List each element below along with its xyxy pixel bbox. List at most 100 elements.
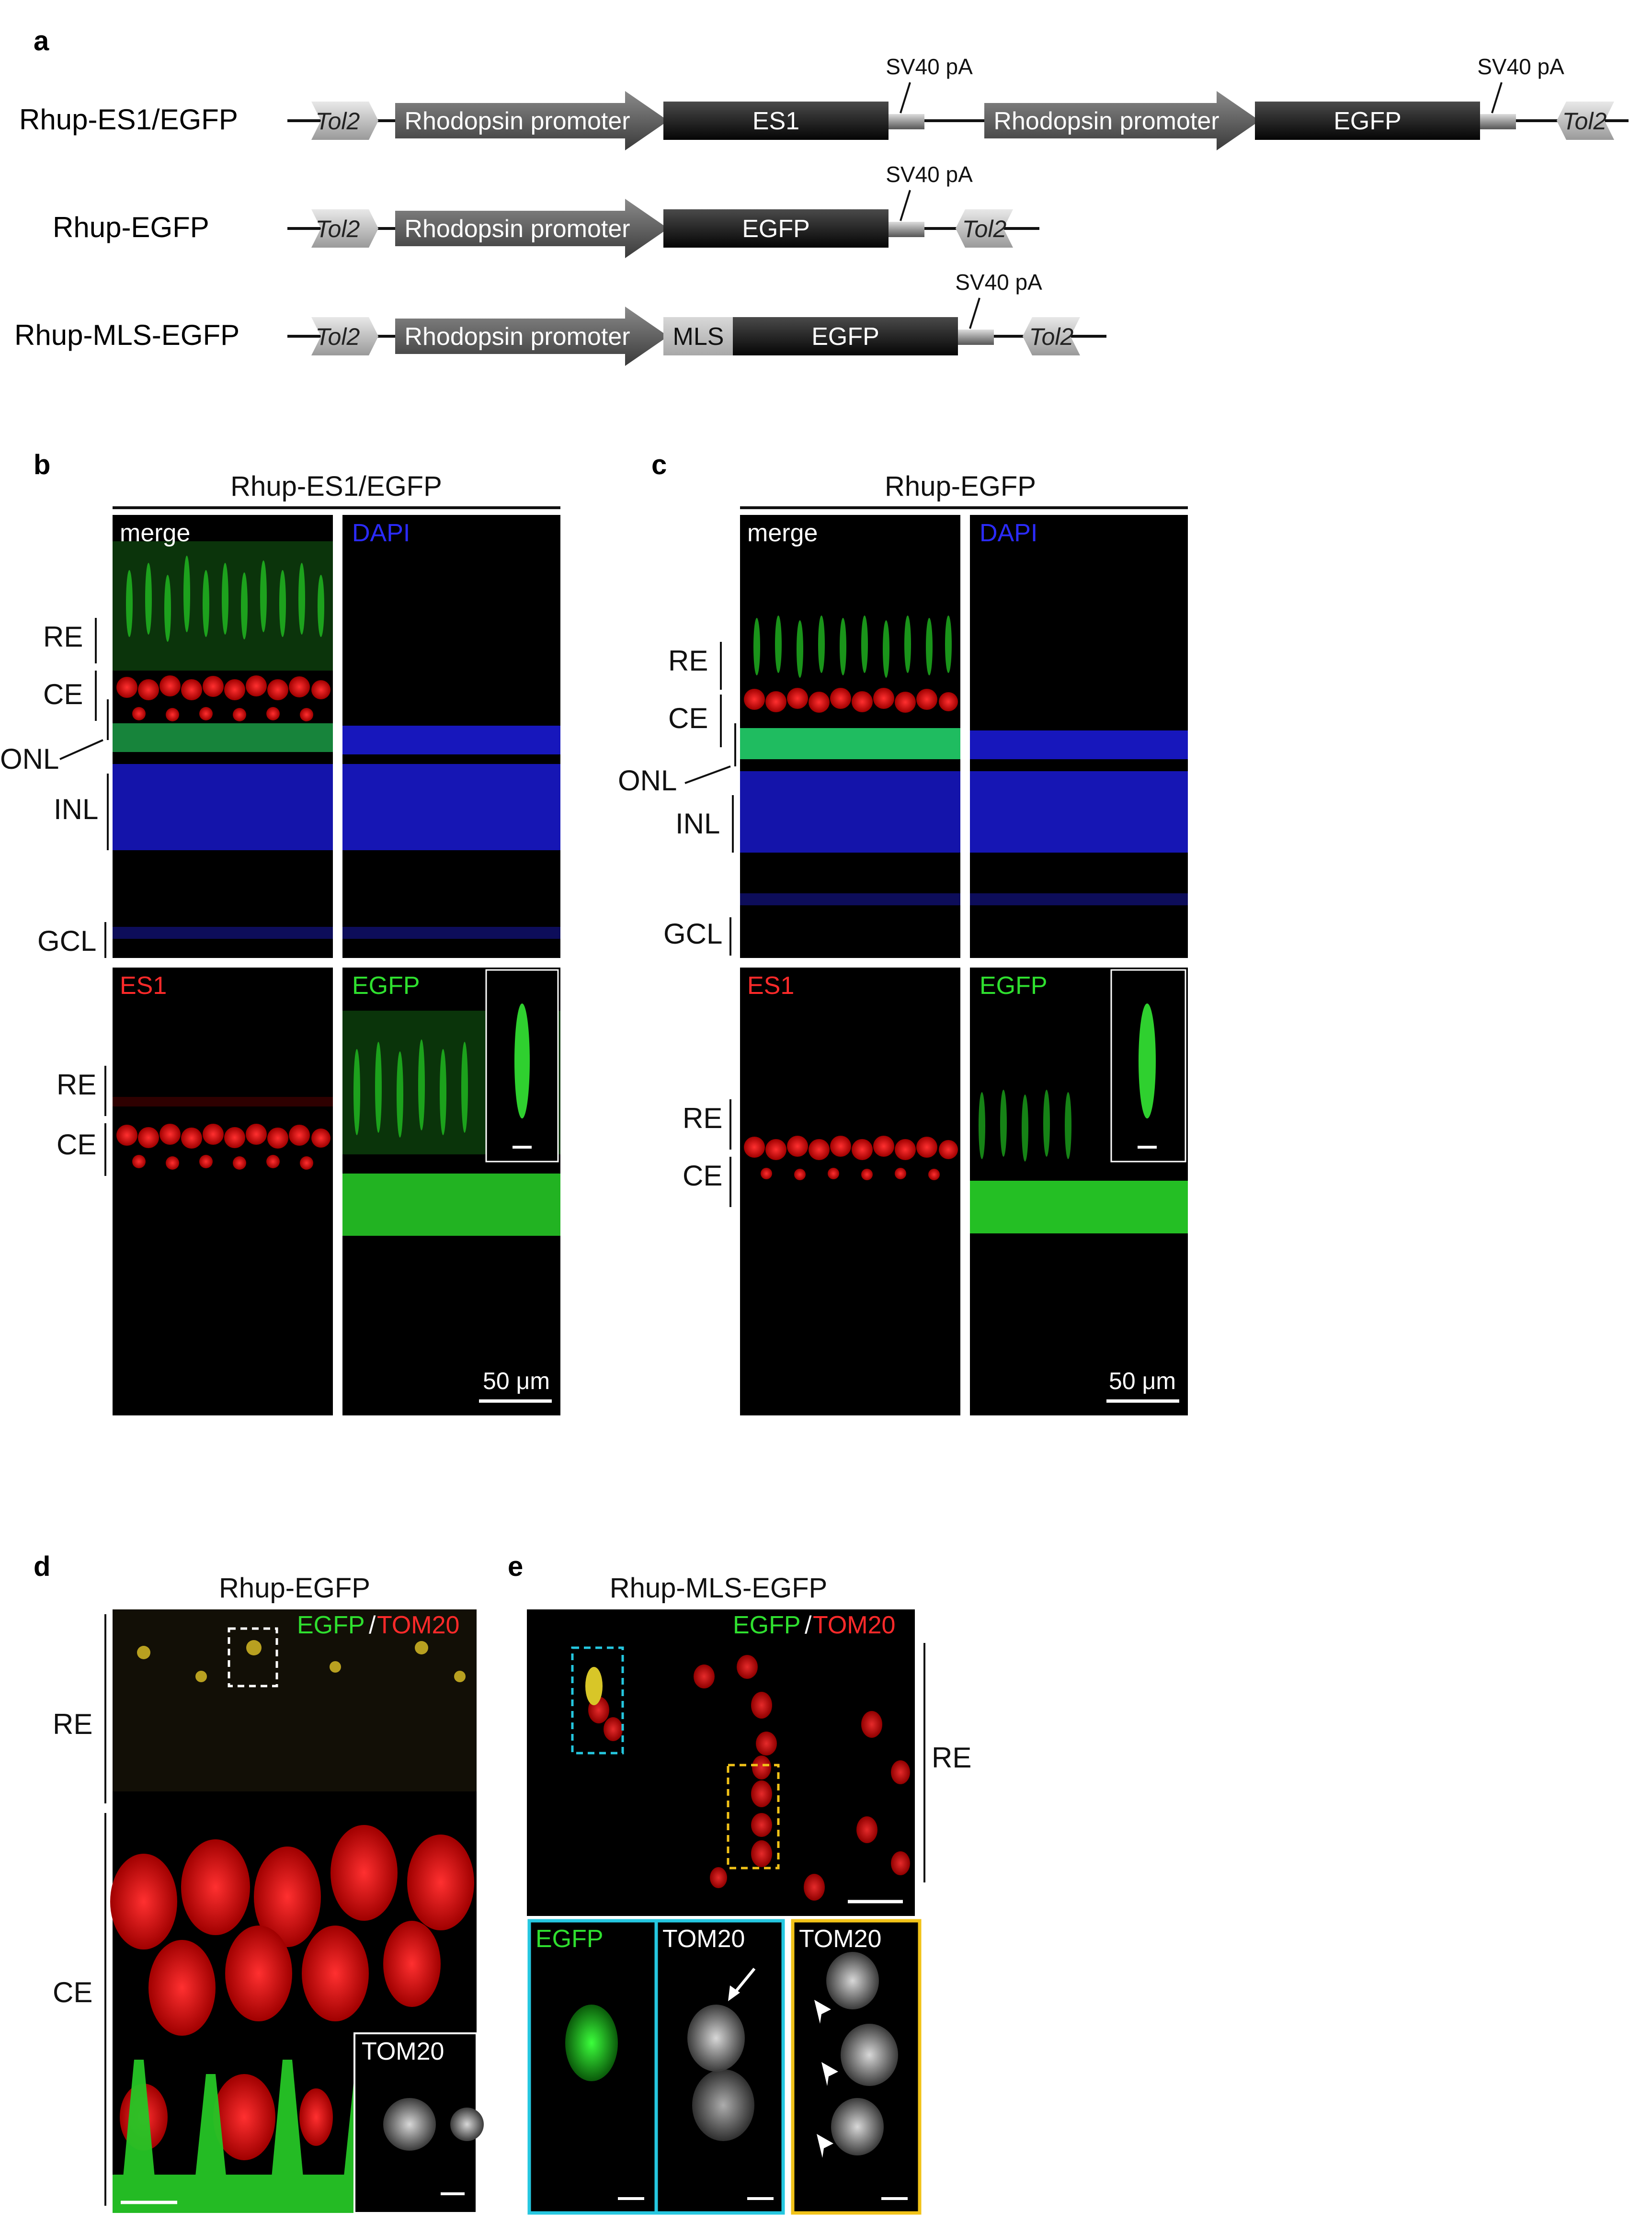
zoom-box [228, 1627, 278, 1687]
zoom-box-yellow [727, 1764, 780, 1870]
layer-re: RE [668, 645, 708, 677]
construct-rhup-egfp: Rhup-EGFP Tol2 Rhodopsin promoter EGFP S… [53, 162, 1039, 258]
egfp-label: EGFP [742, 215, 810, 243]
inset-label-egfp: EGFP [535, 1925, 604, 1953]
panel-d-image: EGFP / TOM20 TOM20 [110, 1609, 484, 2214]
construct-name: Rhup-MLS-EGFP [14, 319, 239, 351]
es1-label: ES1 [752, 107, 799, 135]
channel-label-es1: ES1 [747, 972, 794, 1000]
promoter-label: Rhodopsin promoter [404, 215, 630, 243]
egfp-cds [1255, 102, 1480, 140]
mls-element [663, 317, 733, 355]
egfp-cds [733, 317, 958, 355]
panel-b-egfp-image: EGFP 50 μm [342, 968, 560, 1415]
es1-cds [663, 102, 889, 140]
panel-label-c: c [651, 449, 667, 480]
arrowhead-icon [814, 2000, 831, 2024]
construct-name: Rhup-ES1/EGFP [19, 103, 238, 136]
sv40-label: SV40 pA [886, 54, 973, 79]
legend-slash: / [369, 1611, 376, 1639]
promoter-label: Rhodopsin promoter [404, 107, 630, 135]
inset-label-tom20: TOM20 [799, 1925, 881, 1953]
channel-label-dapi: DAPI [352, 519, 410, 547]
zoom-box-cyan [571, 1646, 624, 1755]
panel-e-title: Rhup-MLS-EGFP [610, 1573, 827, 1604]
panel-c-egfp-image: EGFP 50 μm [970, 968, 1188, 1415]
rhodopsin-promoter [395, 199, 668, 258]
layer-onl: ONL [618, 764, 677, 797]
sv40-pa [889, 114, 924, 129]
tol2-label: Tol2 [1562, 108, 1607, 135]
panel-label-a: a [34, 25, 49, 57]
panel-b-merge-image: merge [113, 515, 333, 958]
panel-d-layer-labels: RE CE [53, 1614, 106, 2206]
channel-label-egfp: EGFP [980, 972, 1048, 1000]
legend-tom20: TOM20 [377, 1611, 459, 1639]
layer-ce: CE [57, 1129, 96, 1161]
inset-label-tom20: TOM20 [362, 2038, 444, 2065]
channel-label-egfp: EGFP [352, 972, 420, 1000]
sv40-label: SV40 pA [1477, 54, 1564, 79]
panel-label-d: d [34, 1551, 50, 1582]
legend-tom20: TOM20 [813, 1611, 895, 1639]
panel-c-title: Rhup-EGFP [885, 471, 1036, 502]
tol2-label: Tol2 [1029, 323, 1074, 350]
tol2-label: Tol2 [316, 216, 360, 242]
tol2-element [1023, 317, 1080, 355]
panel-b-title: Rhup-ES1/EGFP [230, 471, 442, 502]
panel-c-layer-labels: RE CE ONL INL GCL RE CE [618, 642, 736, 1207]
layer-re: RE [683, 1102, 722, 1134]
construct-rhup-mls-egfp: Rhup-MLS-EGFP Tol2 Rhodopsin promoter ML… [14, 270, 1106, 366]
layer-ce: CE [683, 1160, 722, 1192]
layer-re: RE [53, 1708, 92, 1740]
arrowhead-icon [821, 2062, 838, 2086]
panel-label-b: b [34, 449, 50, 480]
tol2-element [311, 317, 378, 355]
layer-re: RE [932, 1742, 971, 1774]
layer-onl: ONL [0, 743, 59, 775]
sv40-pa [889, 222, 924, 237]
panel-c-dapi-image: DAPI [970, 515, 1188, 958]
panel-b-es1-image: ES1 [113, 968, 333, 1415]
panel-e-image: EGFP / TOM20 [527, 1609, 915, 1916]
channel-label-merge: merge [747, 519, 818, 547]
channel-label-es1: ES1 [120, 972, 167, 1000]
layer-ce: CE [668, 702, 708, 734]
tol2-element [956, 209, 1013, 248]
scale-bar-label: 50 μm [1109, 1368, 1176, 1394]
egfp-label: EGFP [1333, 107, 1401, 135]
legend-egfp: EGFP [733, 1611, 801, 1639]
layer-inl: INL [675, 808, 720, 840]
promoter-label: Rhodopsin promoter [993, 107, 1219, 135]
tol2-element [311, 102, 378, 140]
tol2-element [1557, 102, 1614, 140]
sv40-label: SV40 pA [955, 270, 1042, 295]
mls-label: MLS [673, 323, 724, 351]
layer-re: RE [43, 621, 83, 653]
sv40-label: SV40 pA [886, 162, 973, 187]
legend-slash: / [805, 1611, 812, 1639]
channel-label-merge: merge [120, 519, 190, 547]
scale-bar-label: 50 μm [483, 1368, 550, 1394]
layer-inl: INL [54, 793, 98, 825]
panel-e-layer-label: RE [923, 1643, 971, 1882]
sv40-pa [1480, 114, 1516, 129]
rhodopsin-promoter [395, 91, 668, 150]
legend-egfp: EGFP [297, 1611, 365, 1639]
layer-gcl: GCL [663, 918, 722, 950]
panel-label-e: e [508, 1551, 523, 1582]
construct-name: Rhup-EGFP [53, 211, 209, 243]
layer-ce: CE [43, 678, 83, 710]
panel-e-inset-tom20-cyan: TOM20 [654, 1919, 785, 2215]
layer-ce: CE [53, 1976, 92, 2008]
panel-c-es1-image: ES1 [740, 968, 960, 1415]
rhodopsin-promoter [395, 307, 668, 366]
panel-c-merge-image: merge [740, 515, 960, 958]
channel-label-dapi: DAPI [980, 519, 1037, 547]
panel-b-layer-labels: RE CE ONL INL GCL RE CE [0, 618, 109, 1176]
panel-d-title: Rhup-EGFP [219, 1573, 370, 1604]
tol2-element [311, 209, 378, 248]
arrowhead-icon [817, 2134, 833, 2158]
panel-e-inset-egfp: EGFP [527, 1919, 658, 2215]
construct-rhup-es1-egfp: Rhup-ES1/EGFP Tol2 Rhodopsin promoter ES… [19, 54, 1629, 150]
